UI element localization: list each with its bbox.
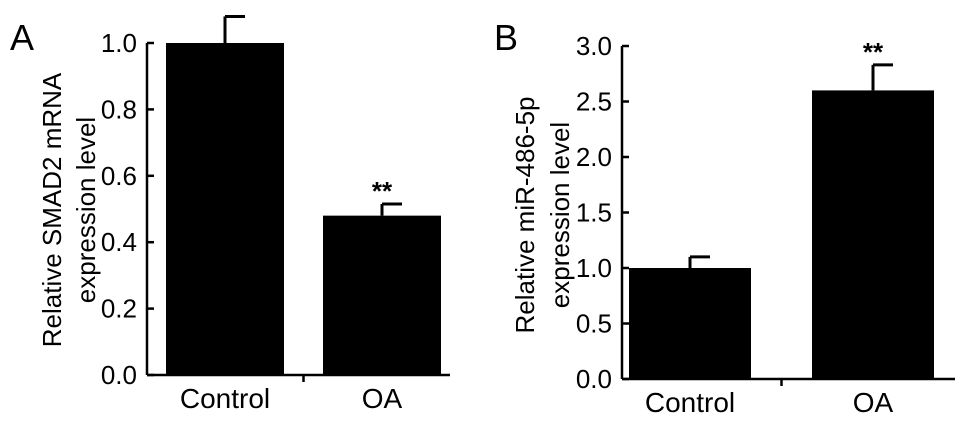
y-tick-label: 0.4 xyxy=(101,227,137,257)
y-tick-label: 0.5 xyxy=(576,309,612,339)
panel-label: B xyxy=(494,17,518,58)
significance-marker: ** xyxy=(863,37,884,67)
y-tick-label: 0.0 xyxy=(101,360,137,390)
y-tick-label: 1.0 xyxy=(101,28,137,58)
bar-oa xyxy=(323,215,441,375)
y-tick-label: 0.2 xyxy=(101,294,137,324)
bar-oa xyxy=(812,90,934,380)
y-axis-title-line2: expression level xyxy=(545,122,575,308)
y-tick-label: 0.8 xyxy=(101,94,137,124)
x-category-label: Control xyxy=(180,383,270,414)
panel-b-chart: B 0.0 0.5 1.0 1.5 2.0 2.5 3.0 Control ** OA Relativ… xyxy=(494,17,955,418)
y-tick-label: 1.5 xyxy=(576,198,612,228)
panel-a-chart: A 0.0 0.2 0.4 0.6 0.8 1.0 Control ** OA Relative S… xyxy=(10,14,450,414)
significance-marker: ** xyxy=(372,176,393,206)
y-tick-label: 3.0 xyxy=(576,31,612,61)
x-category-label: Control xyxy=(645,387,735,418)
y-tick-label: 1.0 xyxy=(576,253,612,283)
x-category-label: OA xyxy=(853,387,894,418)
y-tick-label: 0.6 xyxy=(101,161,137,191)
y-tick-label: 2.5 xyxy=(576,87,612,117)
y-axis-title-line2: expression level xyxy=(71,117,101,303)
y-tick-label: 2.0 xyxy=(576,142,612,172)
y-tick-label: 0.0 xyxy=(576,364,612,394)
bar-control xyxy=(166,43,284,375)
bar-control xyxy=(629,268,751,379)
y-axis-title-line1: Relative miR-486-5p xyxy=(510,97,540,334)
x-category-label: OA xyxy=(362,383,403,414)
y-axis-title-line1: Relative SMAD2 mRNA xyxy=(37,72,67,347)
panel-label: A xyxy=(10,17,34,58)
